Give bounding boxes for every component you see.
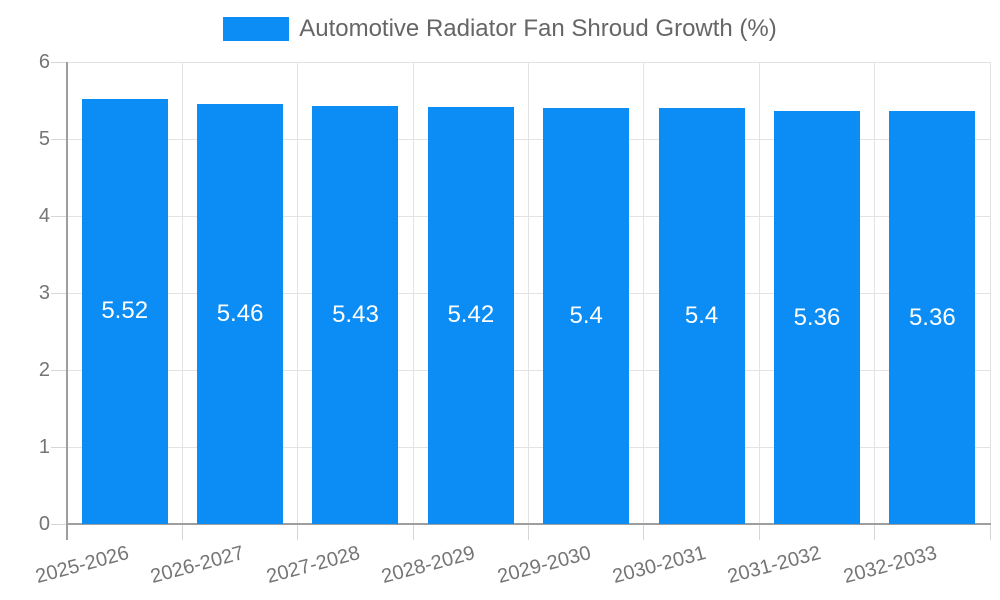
x-axis-tick-label: 2030-2031	[610, 542, 709, 589]
legend-label: Automotive Radiator Fan Shroud Growth (%…	[299, 15, 777, 42]
x-axis-line	[66, 523, 991, 525]
x-axis-tick	[643, 524, 645, 540]
x-axis-tick	[758, 524, 760, 540]
x-gridline	[874, 62, 876, 524]
bar-value-label: 5.4	[569, 302, 603, 330]
x-axis-tick-label: 2025-2026	[33, 542, 132, 589]
y-axis-tick	[51, 61, 67, 63]
x-axis-tick-label: 2031-2032	[725, 542, 824, 589]
bar	[658, 108, 745, 524]
x-gridline	[412, 62, 414, 524]
x-gridline	[758, 62, 760, 524]
legend-swatch	[223, 17, 290, 41]
x-axis-tick	[412, 524, 414, 540]
bar	[889, 111, 976, 524]
bar	[773, 111, 860, 524]
y-axis-tick	[51, 446, 67, 448]
y-axis-line	[66, 62, 68, 540]
y-axis-tick	[51, 523, 67, 525]
x-axis-tick-label: 2029-2030	[494, 542, 593, 589]
x-axis-tick	[181, 524, 183, 540]
x-gridline	[643, 62, 645, 524]
legend-item[interactable]: Automotive Radiator Fan Shroud Growth (%…	[0, 15, 1000, 43]
y-axis-tick-label: 5	[38, 128, 50, 150]
x-axis-tick-label: 2027-2028	[264, 542, 363, 589]
x-axis-tick	[874, 524, 876, 540]
bar	[543, 108, 630, 524]
y-axis-tick	[51, 292, 67, 294]
bar	[197, 103, 284, 524]
x-axis-tick-label: 2026-2027	[148, 542, 247, 589]
x-gridline	[989, 62, 991, 524]
bar	[81, 98, 168, 524]
bar-value-label: 5.36	[793, 303, 841, 331]
bar-value-label: 5.42	[447, 301, 495, 329]
x-axis-tick-label: 2032-2033	[840, 542, 940, 589]
bar	[427, 106, 514, 524]
x-axis-tick	[297, 524, 299, 540]
x-gridline	[297, 62, 299, 524]
y-axis-tick	[51, 215, 67, 217]
y-axis-tick-label: 2	[38, 359, 50, 381]
x-gridline	[181, 62, 183, 524]
y-axis-tick-label: 0	[38, 513, 50, 535]
bar-value-label: 5.52	[101, 297, 149, 325]
y-axis-tick-label: 4	[38, 205, 50, 227]
y-axis-tick-label: 6	[38, 51, 50, 73]
x-axis-tick	[989, 524, 991, 540]
x-axis-tick-label: 2028-2029	[379, 542, 478, 589]
y-axis-tick-label: 3	[38, 282, 50, 304]
x-gridline	[528, 62, 529, 524]
bar-value-label: 5.43	[332, 300, 379, 328]
y-axis-tick-label: 1	[38, 436, 50, 458]
bar-value-label: 5.46	[216, 299, 264, 327]
bar-value-label: 5.36	[908, 303, 956, 331]
y-axis-tick	[51, 369, 67, 371]
bar	[312, 105, 399, 524]
bar-value-label: 5.4	[684, 302, 719, 330]
x-axis-tick	[528, 524, 529, 540]
y-axis-tick	[51, 138, 67, 140]
